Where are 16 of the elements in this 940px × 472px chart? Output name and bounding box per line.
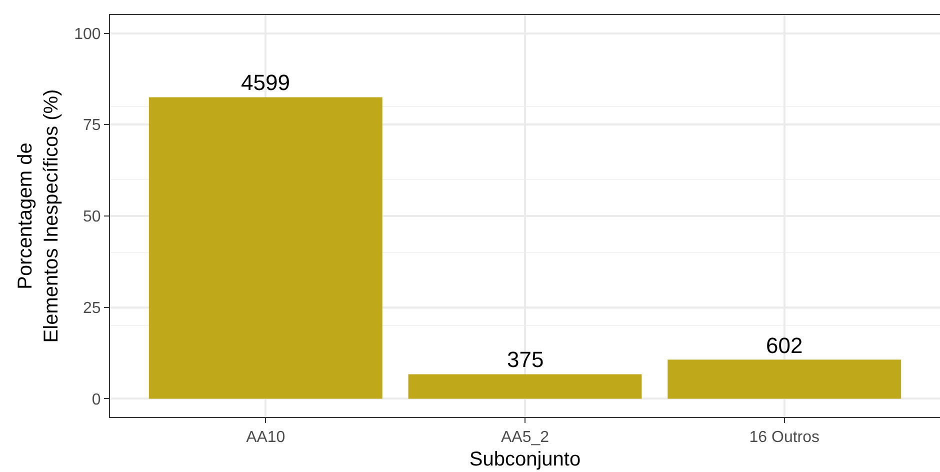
bar xyxy=(668,360,902,399)
bar xyxy=(408,374,642,399)
y-tick-label: 50 xyxy=(83,208,101,226)
y-tick-label: 25 xyxy=(83,300,101,317)
annotation: 4599 xyxy=(241,70,290,95)
y-axis-title: Porcentagem de Elementos Inespecíficos (%) xyxy=(14,89,63,343)
x-tick-label: AA5_2 xyxy=(500,429,550,446)
y-tick-label: 100 xyxy=(74,26,101,43)
x-axis-title: Subconjunto xyxy=(469,448,581,471)
y-tick-label: 75 xyxy=(83,117,101,134)
x-tick-label: 16 Outros xyxy=(749,429,820,446)
y-tick-label: 0 xyxy=(92,391,101,408)
bar xyxy=(148,97,382,399)
annotation: 602 xyxy=(766,333,803,358)
annotation: 375 xyxy=(507,347,544,372)
x-tick-label: AA10 xyxy=(246,429,286,446)
